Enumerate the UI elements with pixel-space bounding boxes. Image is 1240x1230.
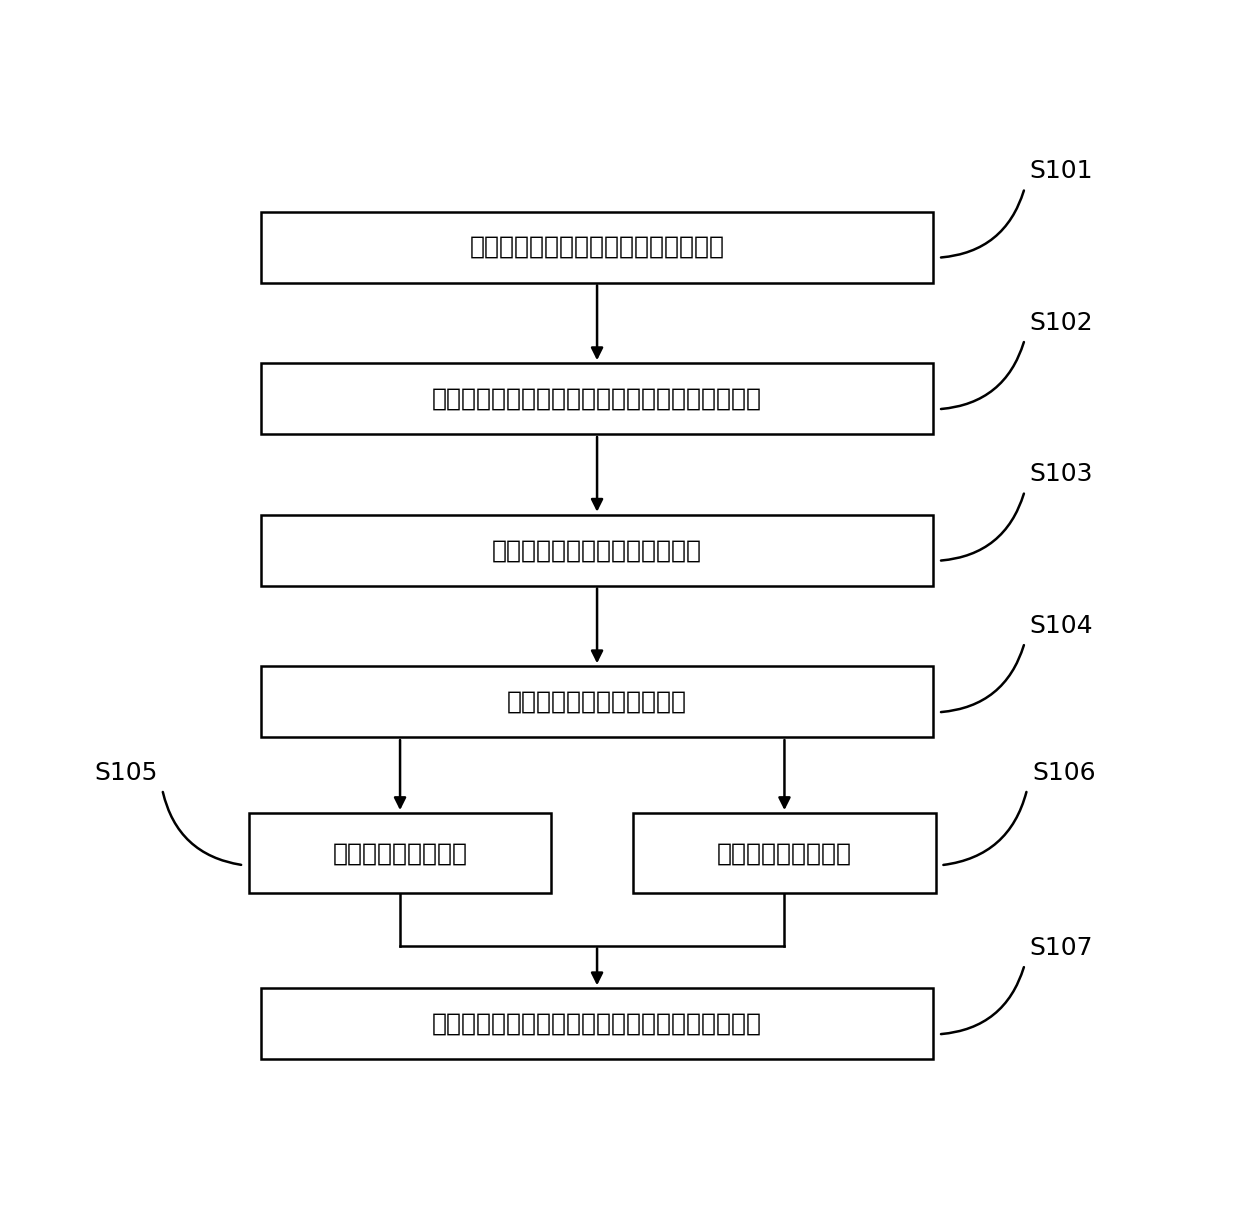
Text: 根据线路参数搭建含分布式光伏的配电网系统模型: 根据线路参数搭建含分布式光伏的配电网系统模型 xyxy=(432,386,763,411)
Text: 预估第一凹陷域范围: 预估第一凹陷域范围 xyxy=(332,841,467,865)
Text: S103: S103 xyxy=(1029,462,1092,486)
Text: 根据第一凹陷域和第二凹陷域，确定配电网凹陷域: 根据第一凹陷域和第二凹陷域，确定配电网凹陷域 xyxy=(432,1011,763,1036)
Text: S105: S105 xyxy=(94,760,157,785)
Bar xyxy=(260,514,934,585)
Text: 预估第二凹陷域范围: 预估第二凹陷域范围 xyxy=(717,841,852,865)
Bar xyxy=(260,212,934,283)
Text: S107: S107 xyxy=(1029,936,1092,959)
Bar xyxy=(249,813,552,893)
Text: S104: S104 xyxy=(1029,614,1094,637)
Bar xyxy=(260,363,934,434)
Text: S101: S101 xyxy=(1029,159,1092,183)
Bar xyxy=(634,813,936,893)
Bar xyxy=(260,988,934,1059)
Text: S102: S102 xyxy=(1029,311,1094,335)
Text: 采集模型中的电压暂降参数信息: 采集模型中的电压暂降参数信息 xyxy=(492,538,702,562)
Text: 确定电压暂降参数判定阈值: 确定电压暂降参数判定阈值 xyxy=(507,690,687,713)
Bar xyxy=(260,667,934,737)
Text: S106: S106 xyxy=(1032,760,1095,785)
Text: 获取配电网系统的线路参数和预估需求: 获取配电网系统的线路参数和预估需求 xyxy=(470,235,724,260)
